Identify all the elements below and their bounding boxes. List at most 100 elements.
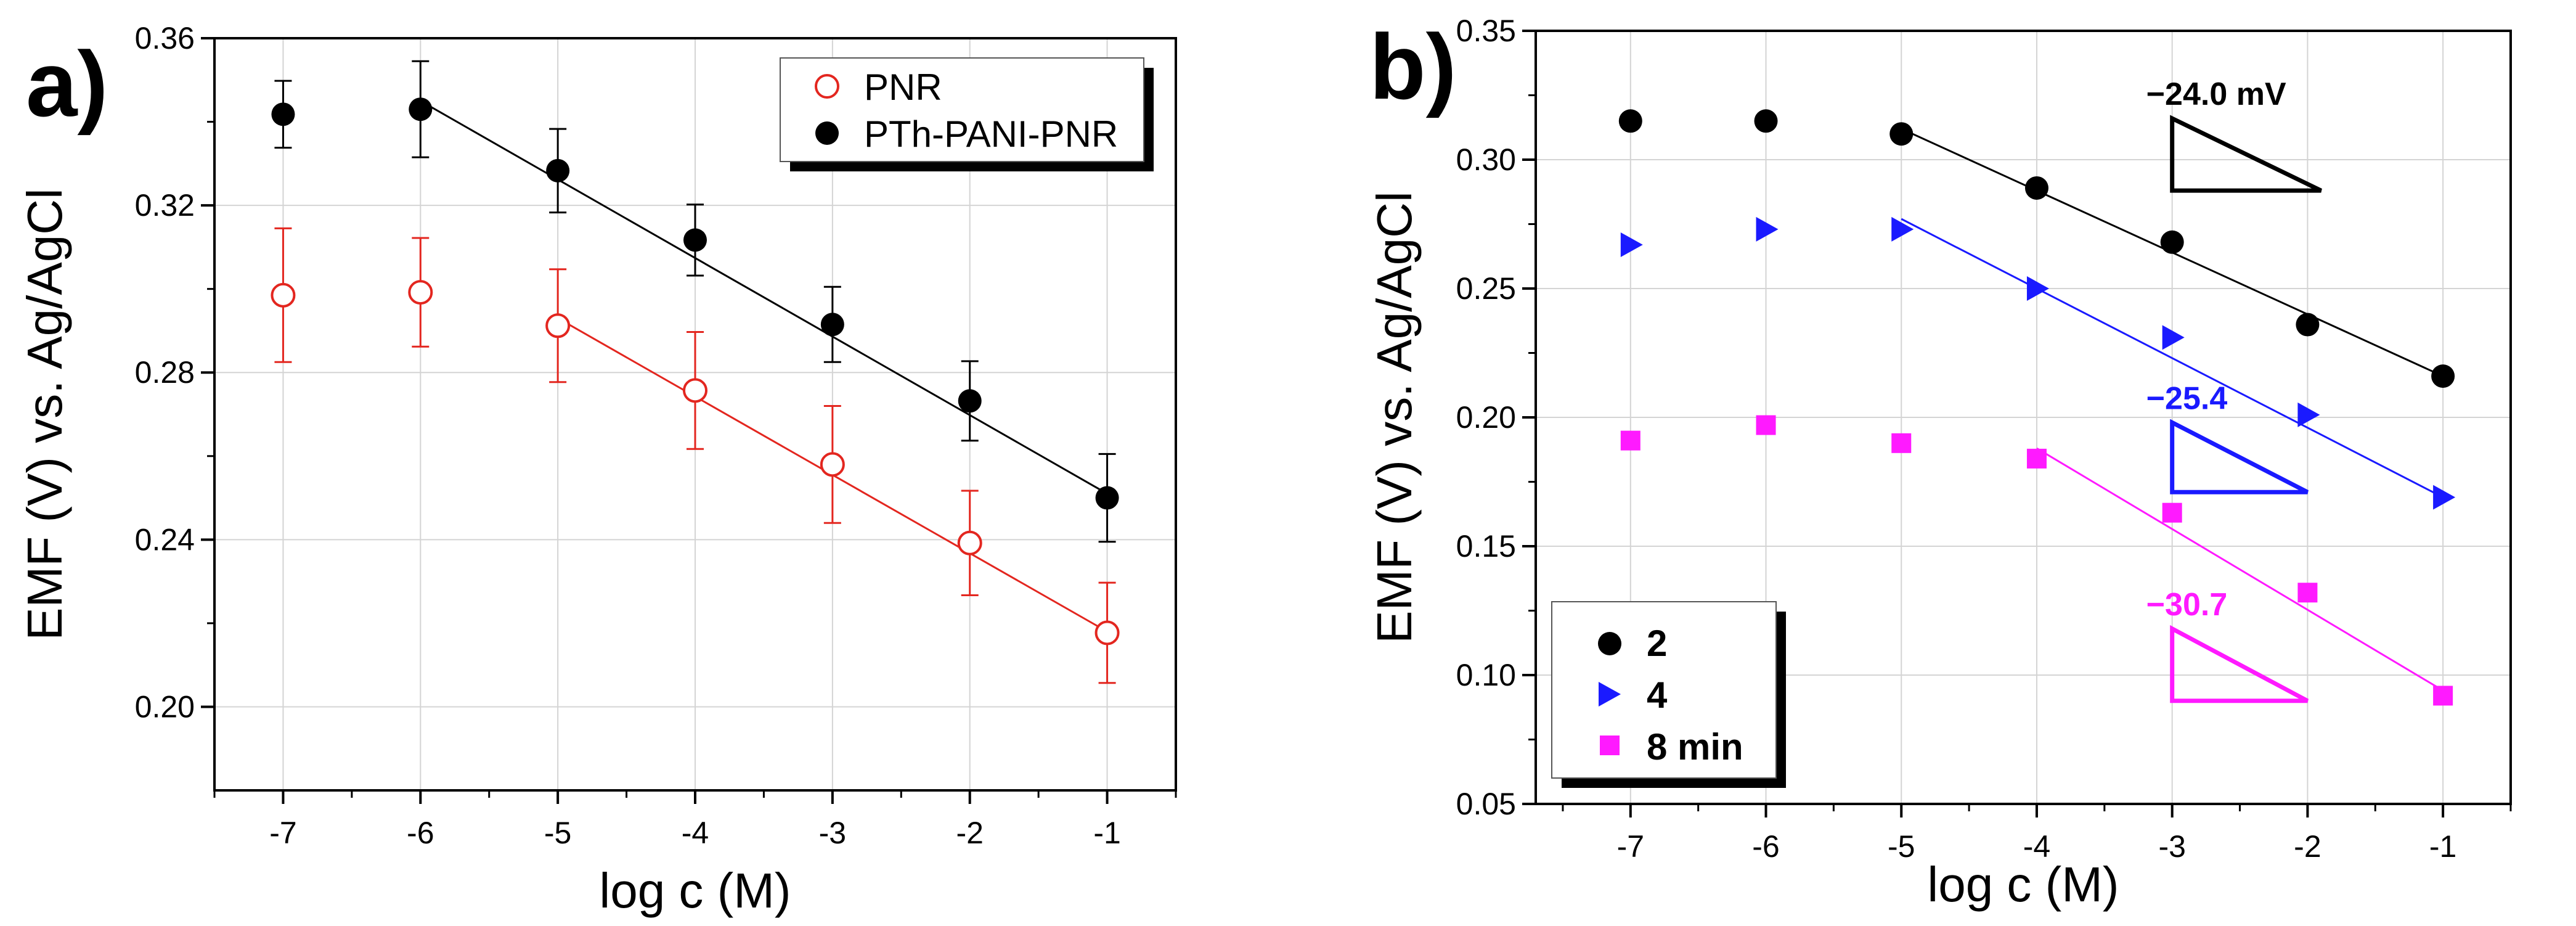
panel-a-y-tick-label: 0.20 (135, 689, 195, 724)
legend-marker-pnr (815, 74, 839, 99)
data-point-8-min (1891, 433, 1912, 453)
data-point-8-min (1620, 430, 1641, 451)
slope-triangle-4 (2170, 419, 2309, 494)
panel-b-y-tick-label: 0.35 (1456, 14, 1516, 48)
data-point-pnr (683, 378, 707, 403)
data-point-2 (1618, 109, 1642, 133)
data-point-pth-pani-pnr (546, 158, 570, 182)
legend-marker-2 (1598, 632, 1621, 655)
panel-a-y-tick-label: 0.32 (135, 188, 195, 223)
data-point-pth-pani-pnr (1095, 486, 1119, 510)
panel-a-x-tick-label: -5 (544, 816, 571, 850)
legend-marker-8-min (1600, 735, 1620, 755)
data-point-2 (2160, 230, 2184, 254)
data-point-4 (2297, 402, 2320, 427)
panel-b-y-tick-label: 0.20 (1456, 400, 1516, 435)
data-point-pth-pani-pnr (820, 313, 844, 337)
data-point-pnr (1094, 620, 1120, 645)
data-point-2 (2024, 176, 2048, 200)
panel-a-x-tick-label: -3 (819, 816, 846, 850)
panel-b-label: b) (1369, 15, 1457, 118)
data-point-pnr (408, 280, 433, 305)
data-point-2 (1889, 122, 1914, 146)
fit-line-4 (1901, 218, 2444, 498)
panel-b-series: −24.0 mV −25.4 −30.7 (1618, 76, 2456, 706)
panel-a-x-tick-label: -1 (1093, 816, 1120, 850)
panel-b-y-tick-label: 0.15 (1456, 529, 1516, 563)
panel-a-y-tick-label: 0.24 (135, 522, 195, 557)
series-pnr (271, 227, 1120, 684)
panel-b-x-tick-label: -4 (2023, 829, 2050, 864)
panel-b-x-axis-label: log c (M) (1927, 857, 2119, 912)
data-point-pnr (271, 282, 296, 308)
panel-a-y-tick-label: 0.36 (135, 21, 195, 55)
data-point-2 (2431, 364, 2455, 388)
legend-marker-4 (1599, 682, 1621, 707)
data-point-2 (2296, 313, 2320, 337)
series-2: −24.0 mV (1618, 76, 2455, 388)
panel-a: a) -7 -6 -5 -4 -3 -2 -1 0.20 0.24 0.28 0.32 0.36 lo… (17, 21, 1177, 918)
panel-b-ticks: -7 -6 -5 -4 -3 -2 -1 0.05 0.10 0.15 0.20 0.25 0.30 0.… (1456, 14, 2512, 864)
data-point-pth-pani-pnr (683, 228, 707, 252)
data-point-4 (1620, 232, 1643, 257)
panel-b-y-tick-label: 0.30 (1456, 142, 1516, 177)
data-point-2 (1754, 109, 1778, 133)
series-pth-pani-pnr (271, 60, 1119, 543)
panel-b-y-tick-label: 0.25 (1456, 271, 1516, 306)
fit-line-8-min (2036, 447, 2444, 692)
panel-a-x-tick-label: -2 (956, 816, 983, 850)
panel-a-y-axis-label: EMF (V) vs. Ag/AgCl (17, 188, 72, 640)
slope-label-2: −24.0 mV (2146, 76, 2286, 112)
data-point-pth-pani-pnr (409, 97, 433, 121)
data-point-4 (1756, 216, 1779, 242)
legend-label-4: 4 (1647, 674, 1668, 716)
data-point-pth-pani-pnr (958, 389, 982, 413)
panel-b-y-tick-label: 0.10 (1456, 658, 1516, 692)
data-point-pnr (820, 452, 845, 477)
data-point-8-min (1756, 415, 1776, 435)
panel-b-x-tick-label: -5 (1888, 829, 1915, 864)
legend-label-2: 2 (1647, 623, 1667, 664)
data-point-4 (2162, 325, 2185, 350)
panel-b-y-axis-label: EMF (V) vs. Ag/AgCl (1367, 191, 1422, 643)
data-point-4 (2433, 485, 2456, 510)
data-point-8-min (2297, 583, 2318, 603)
data-point-4 (1891, 216, 1914, 242)
panel-b-x-tick-label: -3 (2158, 829, 2185, 864)
panel-a-series (271, 60, 1120, 684)
panel-a-x-tick-label: -7 (269, 816, 296, 850)
slope-triangle-2 (2170, 115, 2322, 193)
slope-label-8-min: −30.7 (2146, 587, 2228, 623)
fit-line-pth-pani-pnr (420, 100, 1108, 495)
data-point-pnr (957, 530, 982, 555)
panel-a-legend: PNR PTh-PANI-PNR (780, 57, 1154, 171)
panel-a-x-tick-label: -6 (407, 816, 434, 850)
panel-a-y-tick-label: 0.28 (135, 355, 195, 390)
legend-marker-pth-pani-pnr (815, 121, 839, 145)
panel-b-x-tick-label: -2 (2294, 829, 2321, 864)
panel-b-x-tick-label: -1 (2429, 829, 2456, 864)
series-4: −25.4 (1620, 216, 2456, 510)
slope-triangle-8-min (2170, 625, 2309, 703)
panel-a-x-tick-label: -4 (682, 816, 709, 850)
panel-b: b) -7 -6 -5 -4 -3 -2 -1 0.05 0.10 0.15 0.20 0.25 0.3… (1367, 14, 2512, 912)
data-point-8-min (2433, 686, 2453, 706)
data-point-4 (2026, 276, 2049, 301)
legend-label-8-min: 8 min (1647, 726, 1743, 768)
panel-a-ticks: -7 -6 -5 -4 -3 -2 -1 0.20 0.24 0.28 0.32 0.36 (135, 21, 1177, 850)
panel-a-label: a) (26, 32, 108, 136)
panel-b-x-tick-label: -6 (1752, 829, 1779, 864)
panel-b-legend: 2 4 8 min (1551, 601, 1786, 788)
panel-a-x-axis-label: log c (M) (599, 863, 791, 918)
data-point-pth-pani-pnr (271, 102, 295, 126)
data-point-8-min (2026, 448, 2047, 469)
series-8-min: −30.7 (1620, 415, 2453, 706)
legend-label-pnr: PNR (864, 67, 942, 108)
data-point-8-min (2162, 502, 2182, 523)
slope-label-4: −25.4 (2146, 380, 2228, 416)
panel-b-y-tick-label: 0.05 (1456, 787, 1516, 821)
legend-label-pth-pani-pnr: PTh-PANI-PNR (864, 113, 1118, 155)
data-point-pnr (545, 313, 571, 338)
panel-b-x-tick-label: -7 (1617, 829, 1644, 864)
